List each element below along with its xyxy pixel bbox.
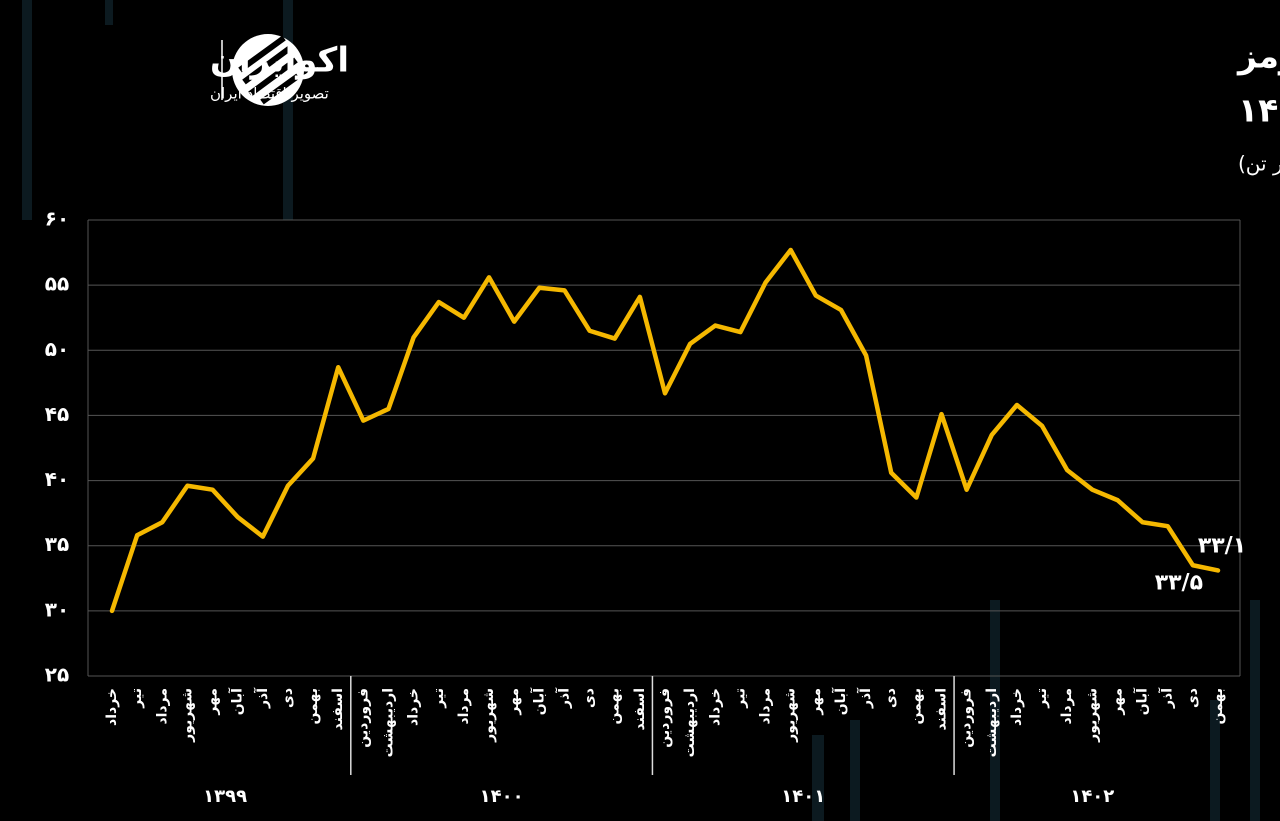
x-tick-label: بهمن <box>607 688 623 724</box>
x-tick-label: تیر <box>431 688 447 709</box>
x-tick-label: دی <box>883 688 899 708</box>
x-tick-label: شهریور <box>783 688 799 743</box>
x-tick-label: آبان <box>831 687 849 715</box>
x-tick-label: مهر <box>205 688 221 716</box>
x-tick-label: اسفند <box>330 688 346 730</box>
x-tick-label: شهریور <box>481 688 497 743</box>
y-tick-label: ۶۰ <box>45 207 69 231</box>
y-tick-label: ۵۰ <box>45 337 69 361</box>
x-tick-label: فروردین <box>355 688 371 748</box>
line <box>109 247 1221 614</box>
x-tick-label: فروردین <box>959 688 975 748</box>
x-tick-label: تیر <box>732 688 748 709</box>
chart-title: در کشتارگاه‌های کشور از خرداد ۱۳۹۹ تا دی… <box>1238 91 1280 131</box>
data-label: ۳۳/۱ <box>1198 533 1246 558</box>
x-tick-label: آبان <box>1133 687 1151 715</box>
x-tick-label: اسفند <box>632 688 648 730</box>
y-tick-label: ۳۵ <box>45 532 69 556</box>
x-tick-label: مرداد <box>1059 688 1075 725</box>
x-tick-label: آذر <box>1158 687 1176 709</box>
data-label: ۳۳/۵ <box>1155 570 1203 595</box>
x-group-label: ۱۴۰۲ <box>1070 786 1114 807</box>
x-tick-label: بهمن <box>1210 688 1226 724</box>
x-tick-label: اسفند <box>934 688 950 730</box>
x-tick-label: تیر <box>129 688 145 709</box>
y-tick-label: ۴۰ <box>45 467 69 491</box>
x-tick-label: آبان <box>529 687 547 715</box>
chart-title: روند تغییرات ماهانه عرضه گوشت قرمز <box>1236 37 1280 77</box>
brand-tagline: تصویر اقتصاد ایران <box>210 85 329 103</box>
x-tick-label: دی <box>582 688 598 708</box>
x-tick-label: بهمن <box>908 688 924 724</box>
x-tick-label: شهریور <box>1084 688 1100 743</box>
x-tick-label: مهر <box>1109 688 1125 716</box>
x-tick-label: مرداد <box>758 688 774 725</box>
x-tick-label: دی <box>280 688 296 708</box>
x-tick-label: مرداد <box>154 688 170 725</box>
x-tick-label: تیر <box>1034 688 1050 709</box>
x-tick-label: فروردین <box>657 688 673 748</box>
x-tick-label: خرداد <box>707 688 723 726</box>
x-tick-label: شهریور <box>179 688 195 743</box>
chart-subtitle: (واحد: هزار تن) <box>1238 152 1280 176</box>
x-tick-label: مرداد <box>456 688 472 725</box>
x-tick-label: خرداد <box>1009 688 1025 726</box>
y-tick-label: ۲۵ <box>45 663 69 687</box>
x-tick-label: مهر <box>808 688 824 716</box>
x-tick-label: آبان <box>228 687 246 715</box>
x-tick-label: دی <box>1185 688 1201 708</box>
x-tick-label: آذر <box>554 687 572 709</box>
x-tick-label: خرداد <box>406 688 422 726</box>
x-tick-label: خرداد <box>104 688 120 726</box>
x-tick-label: مهر <box>506 688 522 716</box>
x-tick-label: بهمن <box>305 688 321 724</box>
logo: اکوایران تصویر اقتصاد ایران <box>210 34 349 106</box>
y-tick-label: ۴۵ <box>45 402 69 426</box>
brand-name: اکوایران <box>210 41 349 81</box>
x-group-label: ۱۴۰۱ <box>781 786 825 807</box>
y-tick-label: ۵۵ <box>45 272 69 296</box>
x-group-label: ۱۴۰۰ <box>480 786 524 807</box>
y-tick-label: ۳۰ <box>45 597 69 621</box>
x-tick-label: اردیبهشت <box>381 688 397 757</box>
x-tick-label: آذر <box>856 687 874 709</box>
decor <box>22 0 1260 821</box>
x-tick-label: آذر <box>253 687 271 709</box>
x-group-label: ۱۳۹۹ <box>203 786 247 807</box>
x-tick-label: اردیبهشت <box>984 688 1000 757</box>
x-tick-label: اردیبهشت <box>682 688 698 757</box>
